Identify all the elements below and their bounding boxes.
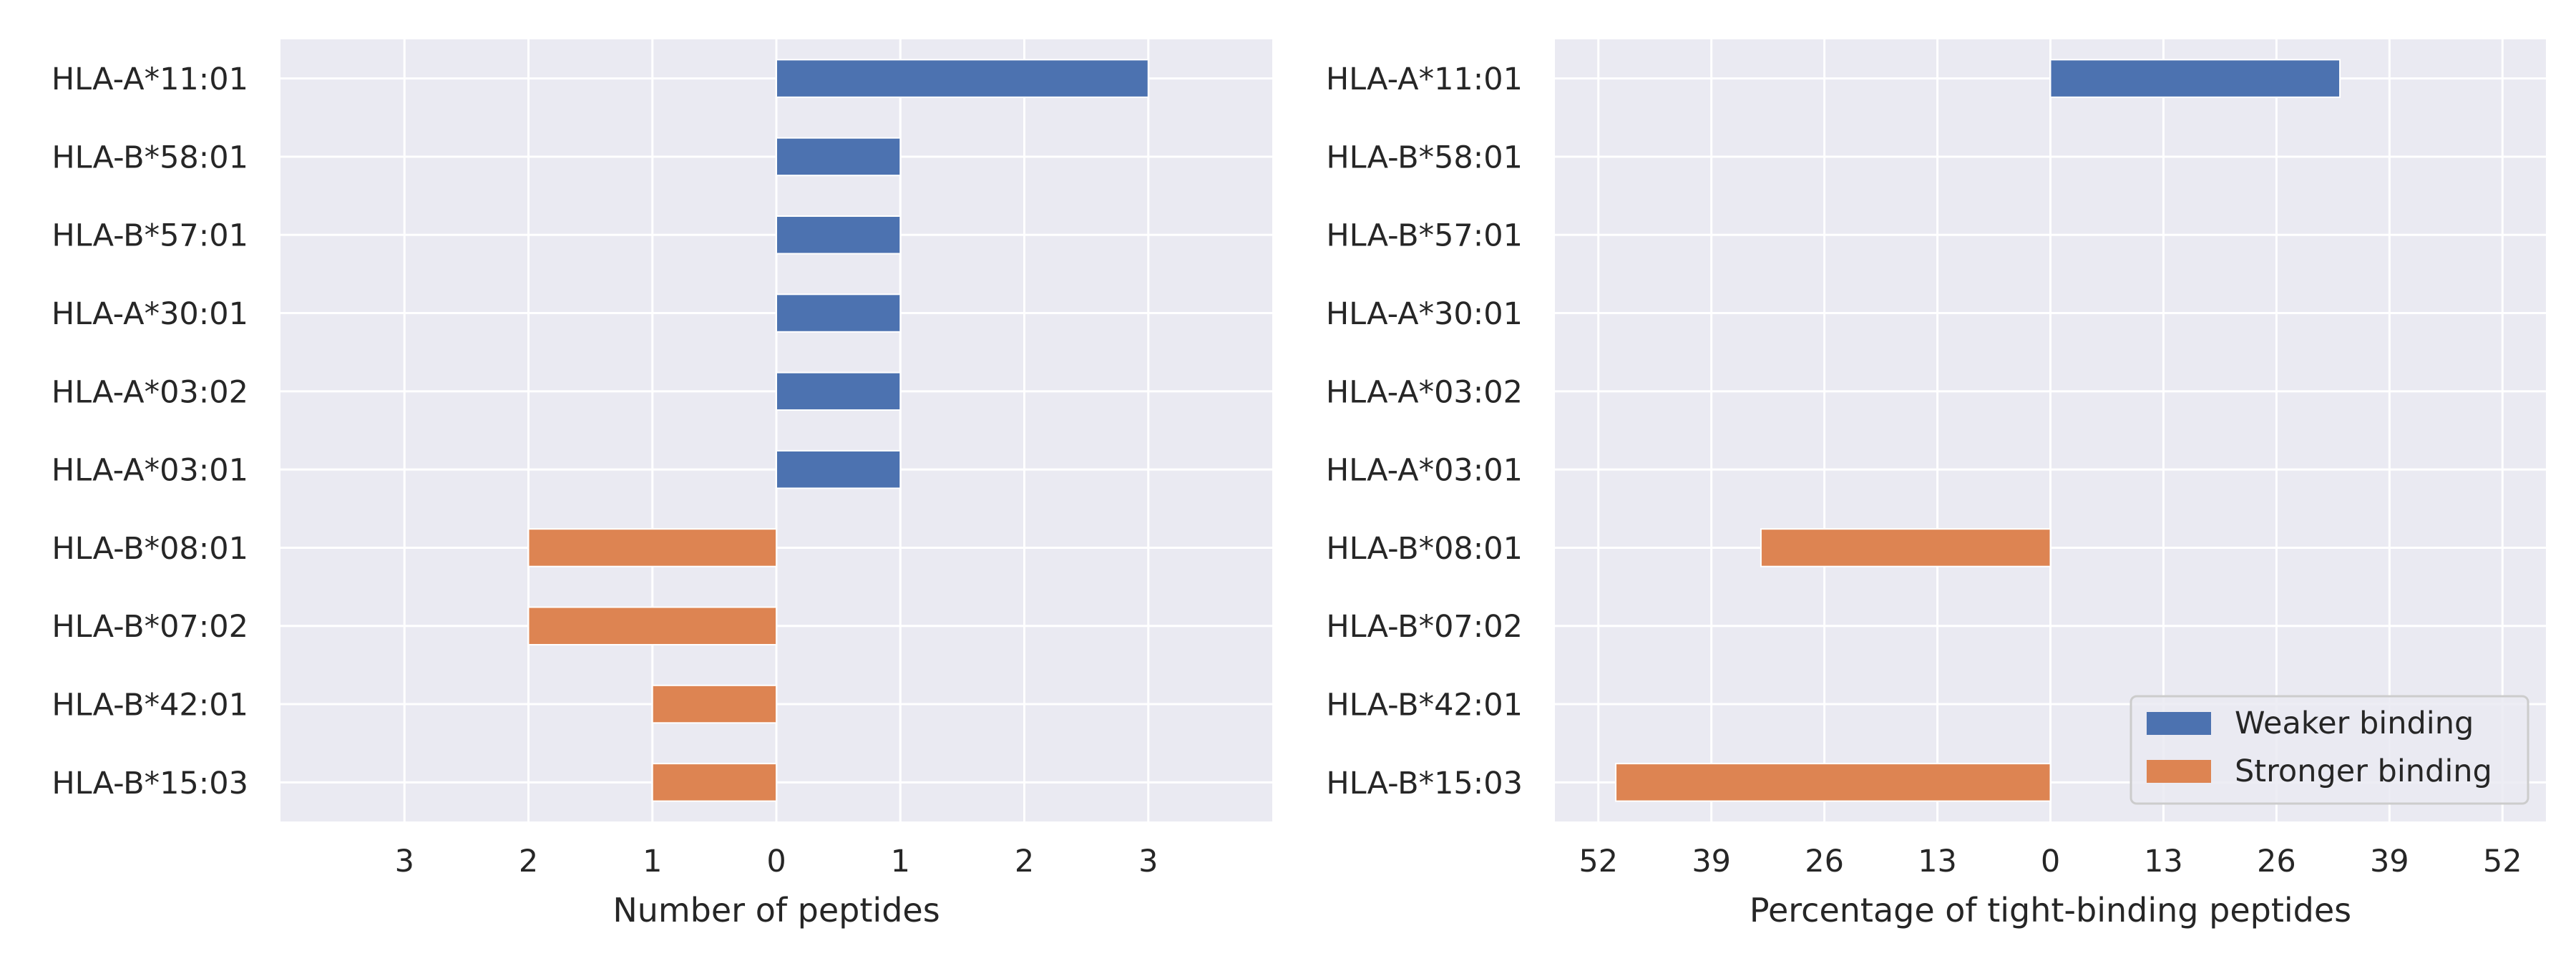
y-tick-label: HLA-B*07:02 bbox=[52, 609, 248, 645]
y-tick-label: HLA-A*30:01 bbox=[1326, 296, 1523, 332]
x-tick-label: 39 bbox=[1692, 844, 1731, 879]
x-tick-label: 1 bbox=[643, 844, 662, 879]
y-tick-label: HLA-B*58:01 bbox=[52, 140, 248, 175]
y-tick-label: HLA-B*15:03 bbox=[1326, 766, 1523, 801]
x-tick-label: 26 bbox=[1805, 844, 1844, 879]
x-tick-label: 3 bbox=[1138, 844, 1158, 879]
x-tick-label: 1 bbox=[891, 844, 910, 879]
x-tick-label: 2 bbox=[519, 844, 538, 879]
panel-percentage-tight-binding: HLA-A*11:01 HLA-B*58:01 HLA-B*57:01 HLA-A*3… bbox=[1326, 39, 2546, 930]
bar-weaker-binding bbox=[776, 293, 902, 333]
legend-label: Stronger binding bbox=[2235, 753, 2492, 789]
bar-weaker-binding bbox=[776, 449, 902, 489]
y-tick-label: HLA-B*57:01 bbox=[52, 218, 248, 254]
y-tick-label: HLA-A*03:02 bbox=[1326, 374, 1523, 410]
bar-weaker-binding bbox=[776, 215, 902, 255]
x-tick-label: 13 bbox=[1918, 844, 1957, 879]
x-tick-label: 0 bbox=[766, 844, 786, 879]
y-tick-label: HLA-A*30:01 bbox=[52, 296, 248, 332]
panel-number-of-peptides: HLA-A*11:01 HLA-B*58:01 HLA-B*57:01 HLA-A*3… bbox=[52, 39, 1272, 930]
legend-swatch bbox=[2147, 712, 2211, 735]
y-tick-label: HLA-B*57:01 bbox=[1326, 218, 1523, 254]
x-tick-label: 39 bbox=[2370, 844, 2409, 879]
legend-box bbox=[2129, 695, 2529, 805]
bar-weaker-binding bbox=[2049, 59, 2341, 98]
x-axis-label: Number of peptides bbox=[613, 891, 940, 930]
y-tick-label: HLA-B*08:01 bbox=[52, 531, 248, 567]
bar-stronger-binding bbox=[1760, 528, 2051, 567]
legend-label: Weaker binding bbox=[2235, 706, 2474, 741]
y-tick-label: HLA-A*11:01 bbox=[1326, 62, 1523, 97]
y-tick-label: HLA-B*08:01 bbox=[1326, 531, 1523, 567]
bar-weaker-binding bbox=[776, 371, 902, 411]
y-tick-label: HLA-B*15:03 bbox=[52, 766, 248, 801]
bar-stronger-binding bbox=[527, 528, 777, 567]
x-tick-label: 52 bbox=[1579, 844, 1618, 879]
y-tick-label: HLA-A*03:02 bbox=[52, 374, 248, 410]
y-tick-label: HLA-B*07:02 bbox=[1326, 609, 1523, 645]
legend-swatch bbox=[2147, 760, 2211, 783]
y-tick-label: HLA-B*42:01 bbox=[1326, 688, 1523, 723]
y-tick-label: HLA-B*58:01 bbox=[1326, 140, 1523, 175]
bar-weaker-binding bbox=[776, 59, 1149, 98]
bar-stronger-binding bbox=[651, 763, 777, 802]
y-tick-label: HLA-B*42:01 bbox=[52, 688, 248, 723]
x-axis-label: Percentage of tight-binding peptides bbox=[1750, 891, 2351, 930]
x-tick-label: 0 bbox=[2041, 844, 2060, 879]
x-tick-label: 13 bbox=[2144, 844, 2183, 879]
y-tick-label: HLA-A*11:01 bbox=[52, 62, 248, 97]
x-tick-label: 3 bbox=[395, 844, 414, 879]
y-tick-label: HLA-A*03:01 bbox=[52, 453, 248, 489]
y-tick-label: HLA-A*03:01 bbox=[1326, 453, 1523, 489]
x-tick-label: 26 bbox=[2257, 844, 2296, 879]
bar-stronger-binding bbox=[1615, 763, 2051, 802]
legend: Weaker binding Stronger binding bbox=[2129, 695, 2529, 805]
x-tick-label: 2 bbox=[1015, 844, 1034, 879]
bar-weaker-binding bbox=[776, 137, 902, 177]
bar-stronger-binding bbox=[651, 684, 777, 724]
x-tick-label: 52 bbox=[2483, 844, 2522, 879]
bar-stronger-binding bbox=[527, 606, 777, 645]
